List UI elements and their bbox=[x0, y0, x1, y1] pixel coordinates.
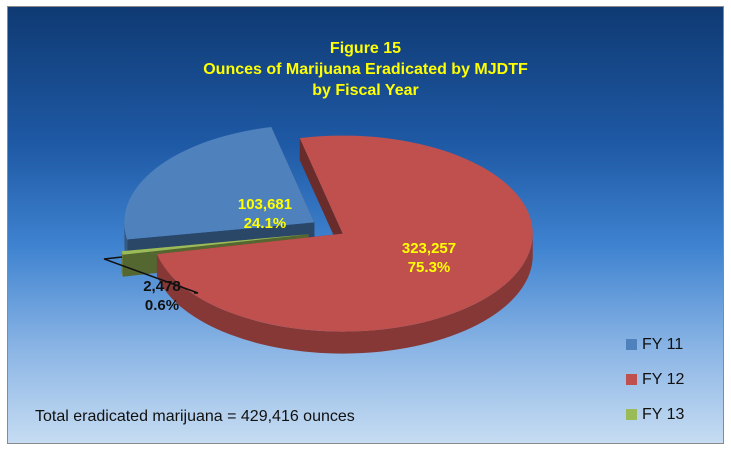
chart-subtitle-line-2: by Fiscal Year bbox=[312, 82, 419, 99]
total-annotation: Total eradicated marijuana = 429,416 oun… bbox=[35, 408, 355, 425]
pie-slice-top bbox=[124, 126, 315, 240]
leader-line-fy13 bbox=[103, 256, 199, 294]
slice-label-fy13: 2,478 0.6% bbox=[128, 277, 196, 315]
slice-value-fy12: 323,257 bbox=[401, 240, 457, 257]
legend-label-fy12: FY 12 bbox=[642, 370, 685, 388]
chart-frame: Figure 15 Ounces of Marijuana Eradicated… bbox=[7, 6, 724, 444]
slice-percent-fy13: 0.6% bbox=[144, 297, 180, 314]
pie-slice-top bbox=[121, 234, 309, 255]
pie-slice-rim bbox=[156, 233, 533, 354]
slice-percent-fy11: 24.1% bbox=[243, 215, 287, 232]
pie-slice-wall bbox=[299, 138, 343, 256]
slice-value-fy13: 2,478 bbox=[143, 278, 181, 295]
pie-slice-rim bbox=[121, 251, 123, 277]
legend-item-fy11: FY 11 bbox=[626, 333, 722, 356]
legend-swatch-fy11 bbox=[626, 339, 637, 350]
legend-label-fy13: FY 13 bbox=[642, 405, 685, 423]
chart-subtitle-line-1: Ounces of Marijuana Eradicated by MJDTF bbox=[203, 61, 528, 78]
slice-label-fy12: 323,257 75.3% bbox=[389, 239, 469, 277]
legend-item-fy12: FY 12 bbox=[626, 368, 722, 391]
chart-title: Figure 15 bbox=[329, 40, 402, 57]
slice-value-fy11: 103,681 bbox=[237, 196, 293, 213]
chart-legend: FY 11 FY 12 FY 13 bbox=[626, 333, 722, 438]
legend-swatch-fy12 bbox=[626, 374, 637, 385]
legend-swatch-fy13 bbox=[626, 409, 637, 420]
slice-label-fy11: 103,681 24.1% bbox=[225, 195, 305, 233]
pie-slice-fy12 bbox=[156, 135, 533, 354]
slice-percent-fy12: 75.3% bbox=[407, 259, 451, 276]
legend-item-fy13: FY 13 bbox=[626, 403, 722, 426]
pie-slice-top bbox=[156, 135, 533, 332]
pie-chart bbox=[103, 126, 533, 354]
legend-label-fy11: FY 11 bbox=[642, 335, 684, 353]
